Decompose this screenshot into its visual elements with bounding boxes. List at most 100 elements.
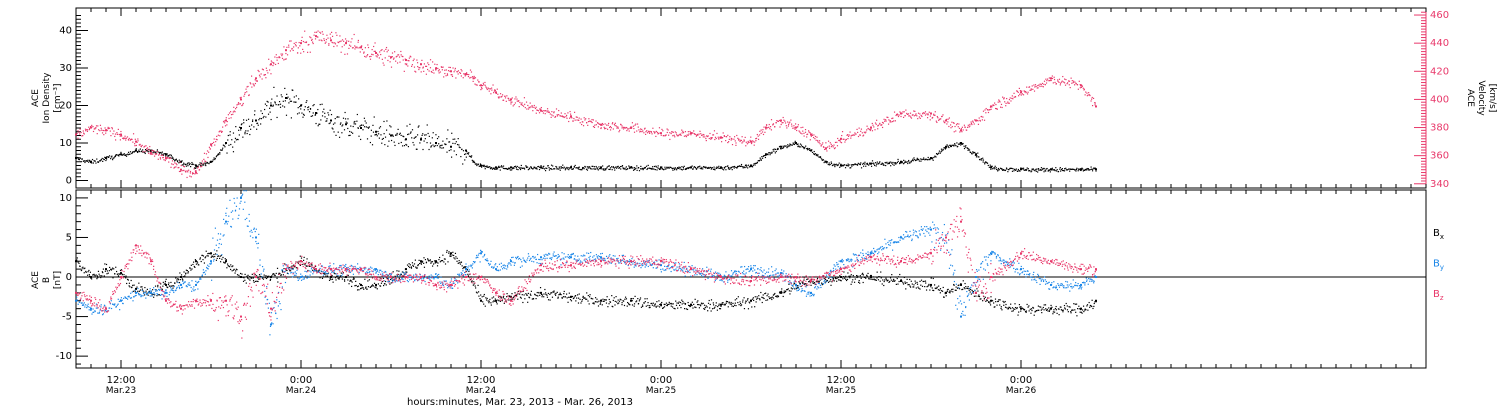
velocity-sample (961, 131, 962, 132)
velocity-sample (971, 121, 972, 122)
velocity-sample (833, 146, 834, 147)
bx-sample (922, 286, 923, 287)
density-sample (637, 170, 638, 171)
velocity-sample (579, 118, 580, 119)
bx-sample (185, 273, 186, 274)
velocity-sample (149, 146, 150, 147)
density-sample (319, 124, 320, 125)
bx-sample (351, 286, 352, 287)
bx-sample (524, 298, 525, 299)
velocity-sample (327, 38, 328, 39)
velocity-sample (684, 136, 685, 137)
velocity-sample (204, 153, 205, 154)
velocity-tick-label: 460 (1430, 10, 1449, 21)
velocity-sample (393, 57, 394, 58)
velocity-sample (988, 112, 989, 113)
density-sample (1007, 171, 1008, 172)
velocity-sample (733, 139, 734, 140)
density-sample (286, 94, 287, 95)
velocity-sample (1091, 99, 1092, 100)
velocity-sample (871, 128, 872, 129)
velocity-sample (117, 134, 118, 135)
bx-sample (696, 302, 697, 303)
bx-sample (579, 293, 580, 294)
velocity-sample (767, 127, 768, 128)
velocity-sample (699, 131, 700, 132)
velocity-sample (913, 110, 914, 111)
density-sample (603, 168, 604, 169)
bx-sample (247, 275, 248, 276)
velocity-sample (235, 108, 236, 109)
bx-sample (384, 283, 385, 284)
bx-sample (674, 308, 675, 309)
velocity-sample (660, 133, 661, 134)
density-sample (226, 152, 227, 153)
density-sample (849, 164, 850, 165)
density-sample (737, 167, 738, 168)
bx-sample (655, 303, 656, 304)
density-point (375, 131, 377, 133)
bx-sample (909, 284, 910, 285)
bx-sample (238, 277, 239, 278)
density-sample (1069, 171, 1070, 172)
density-sample (438, 143, 439, 144)
velocity-sample (837, 145, 838, 146)
velocity-sample (801, 133, 802, 134)
bx-sample (851, 284, 852, 285)
bx-sample (695, 299, 696, 300)
density-sample (760, 159, 761, 160)
bx-sample (544, 289, 545, 290)
density-sample (372, 125, 373, 126)
velocity-sample (262, 78, 263, 79)
density-sample (242, 137, 243, 138)
density-sample (678, 167, 679, 168)
density-sample (424, 140, 425, 141)
bx-sample (242, 277, 243, 278)
velocity-sample (269, 69, 270, 70)
density-sample (353, 126, 354, 127)
velocity-sample (392, 56, 393, 57)
bx-sample (414, 263, 415, 264)
density-sample (1073, 169, 1074, 170)
density-sample (976, 155, 977, 156)
density-sample (411, 137, 412, 138)
velocity-sample (289, 41, 290, 42)
bx-sample (473, 281, 474, 282)
velocity-sample (288, 47, 289, 48)
density-sample (686, 168, 687, 169)
velocity-sample (454, 71, 455, 72)
velocity-sample (591, 119, 592, 120)
bx-sample (487, 298, 488, 299)
density-sample (347, 118, 348, 119)
bx-sample (467, 274, 468, 275)
density-sample (752, 166, 753, 167)
bx-sample (301, 257, 302, 258)
bx-sample (102, 272, 103, 273)
bx-sample (453, 257, 454, 258)
velocity-sample (366, 55, 367, 56)
velocity-sample (303, 41, 304, 42)
velocity-sample (615, 125, 616, 126)
density-sample (864, 162, 865, 163)
bx-sample (682, 303, 683, 304)
bx-sample (105, 271, 106, 272)
density-sample (748, 165, 749, 166)
bx-sample (217, 258, 218, 259)
velocity-sample (519, 106, 520, 107)
velocity-sample (709, 138, 710, 139)
bx-sample (742, 301, 743, 302)
velocity-sample (811, 133, 812, 134)
velocity-sample (1021, 94, 1022, 95)
density-sample (458, 138, 459, 139)
bx-sample (480, 294, 481, 295)
density-sample (339, 137, 340, 138)
velocity-sample (175, 166, 176, 167)
velocity-sample (511, 101, 512, 102)
bx-sample (104, 275, 105, 276)
velocity-sample (876, 124, 877, 125)
density-sample (463, 150, 464, 151)
velocity-sample (930, 119, 931, 120)
bx-sample (664, 304, 665, 305)
velocity-sample (439, 69, 440, 70)
bx-sample (897, 278, 898, 279)
